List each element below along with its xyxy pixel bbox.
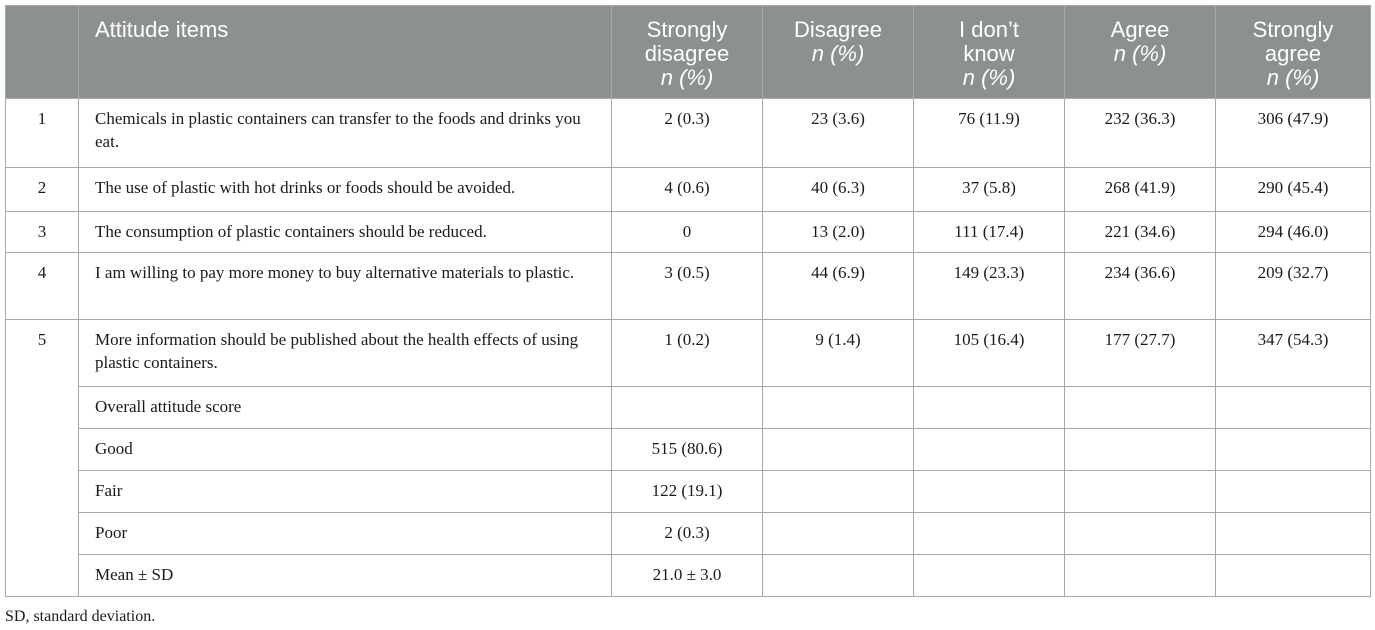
summary-row: Poor 2 (0.3) <box>6 512 1371 555</box>
empty-cell <box>762 512 914 555</box>
column-header-unit: n (%) <box>811 41 865 66</box>
summary-label: Mean ± SD <box>78 554 612 597</box>
table-cell: 76 (11.9) <box>913 98 1065 168</box>
table-body: 1 Chemicals in plastic containers can tr… <box>5 98 1371 597</box>
empty-cell <box>762 470 914 513</box>
column-header-line: know <box>963 41 1015 66</box>
empty-cell <box>1064 470 1216 513</box>
column-header-agree: Agree n (%) <box>1064 5 1216 99</box>
empty-cell <box>913 512 1065 555</box>
column-header-disagree: Disagree n (%) <box>762 5 914 99</box>
column-header-dont-know: I don’t know n (%) <box>913 5 1065 99</box>
summary-value: 21.0 ± 3.0 <box>611 554 763 597</box>
table-cell: 13 (2.0) <box>762 211 914 253</box>
number-column-header <box>5 5 79 99</box>
table-cell: 221 (34.6) <box>1064 211 1216 253</box>
column-header-strongly-agree: Strongly agree n (%) <box>1215 5 1371 99</box>
table-row: 1 Chemicals in plastic containers can tr… <box>5 98 1371 168</box>
table-cell: 111 (17.4) <box>913 211 1065 253</box>
empty-cell <box>1064 512 1216 555</box>
column-header-line: I don’t <box>959 17 1019 42</box>
attitude-item-text: The use of plastic with hot drinks or fo… <box>78 167 612 212</box>
empty-cell <box>1064 554 1216 597</box>
table-row: 3 The consumption of plastic containers … <box>5 211 1371 253</box>
column-header-strongly-disagree: Strongly disagree n (%) <box>611 5 763 99</box>
attitude-item-text: Chemicals in plastic containers can tran… <box>78 98 612 168</box>
empty-cell <box>762 554 914 597</box>
summary-label: Good <box>78 428 612 471</box>
attitude-item-text: The consumption of plastic containers sh… <box>78 211 612 253</box>
table-row: 5 More information should be published a… <box>5 319 1371 597</box>
attitude-item-text: More information should be published abo… <box>78 319 612 387</box>
table-cell: 9 (1.4) <box>762 319 914 387</box>
table-cell: 37 (5.8) <box>913 167 1065 212</box>
empty-cell <box>1215 470 1371 513</box>
column-header-unit: n (%) <box>962 65 1016 90</box>
row-number: 2 <box>5 167 79 212</box>
column-header-unit: n (%) <box>1266 65 1320 90</box>
column-header-line: Strongly <box>646 17 728 42</box>
empty-cell <box>1215 554 1371 597</box>
empty-cell <box>762 428 914 471</box>
summary-row: Mean ± SD 21.0 ± 3.0 <box>6 554 1371 597</box>
empty-cell <box>1215 512 1371 555</box>
column-header-line: disagree <box>644 41 730 66</box>
empty-cell <box>1215 386 1371 429</box>
table-cell: 40 (6.3) <box>762 167 914 212</box>
table-cell: 4 (0.6) <box>611 167 763 212</box>
table-cell: 232 (36.3) <box>1064 98 1216 168</box>
table-cell: 209 (32.7) <box>1215 252 1371 320</box>
summary-label: Overall attitude score <box>78 386 612 429</box>
attitude-item-text: I am willing to pay more money to buy al… <box>78 252 612 320</box>
empty-cell <box>1064 386 1216 429</box>
table-cell: 149 (23.3) <box>913 252 1065 320</box>
table-cell: 23 (3.6) <box>762 98 914 168</box>
table-cell: 177 (27.7) <box>1064 319 1216 387</box>
table-footnote: SD, standard deviation. <box>5 608 156 625</box>
table-cell: 0 <box>611 211 763 253</box>
summary-label: Fair <box>78 470 612 513</box>
table-cell: 347 (54.3) <box>1215 319 1371 387</box>
table-cell: 234 (36.6) <box>1064 252 1216 320</box>
row-number: 4 <box>5 252 79 320</box>
table-cell: 3 (0.5) <box>611 252 763 320</box>
attitude-table: Attitude items Strongly disagree n (%) D… <box>5 5 1371 597</box>
summary-value: 515 (80.6) <box>611 428 763 471</box>
table-row: 4 I am willing to pay more money to buy … <box>5 252 1371 320</box>
column-header-unit: n (%) <box>660 65 714 90</box>
empty-cell <box>913 386 1065 429</box>
summary-row: Overall attitude score <box>6 386 1371 429</box>
table-row: 2 The use of plastic with hot drinks or … <box>5 167 1371 212</box>
summary-row: Fair 122 (19.1) <box>6 470 1371 513</box>
column-header-unit: n (%) <box>1113 41 1167 66</box>
summary-row: Good 515 (80.6) <box>6 428 1371 471</box>
row-number: 3 <box>5 211 79 253</box>
summary-value: 122 (19.1) <box>611 470 763 513</box>
row-number: 5 <box>5 319 79 597</box>
column-header-line: Disagree <box>793 17 883 42</box>
column-header-line: Strongly <box>1252 17 1334 42</box>
table-cell: 44 (6.9) <box>762 252 914 320</box>
summary-label: Poor <box>78 512 612 555</box>
table-cell: 294 (46.0) <box>1215 211 1371 253</box>
empty-cell <box>1215 428 1371 471</box>
empty-cell <box>913 554 1065 597</box>
table-cell: 290 (45.4) <box>1215 167 1371 212</box>
table-cell: 105 (16.4) <box>913 319 1065 387</box>
table-cell: 268 (41.9) <box>1064 167 1216 212</box>
summary-value: 2 (0.3) <box>611 512 763 555</box>
row-number: 1 <box>5 98 79 168</box>
empty-cell <box>913 428 1065 471</box>
empty-cell <box>1064 428 1216 471</box>
column-header-line: agree <box>1264 41 1322 66</box>
column-header-line: Agree <box>1110 17 1170 42</box>
table-cell: 306 (47.9) <box>1215 98 1371 168</box>
table-cell: 1 (0.2) <box>611 319 763 387</box>
summary-value <box>611 386 763 429</box>
empty-cell <box>913 470 1065 513</box>
empty-cell <box>762 386 914 429</box>
table-cell: 2 (0.3) <box>611 98 763 168</box>
attitude-items-header: Attitude items <box>78 5 612 99</box>
table-header: Attitude items Strongly disagree n (%) D… <box>5 5 1371 99</box>
